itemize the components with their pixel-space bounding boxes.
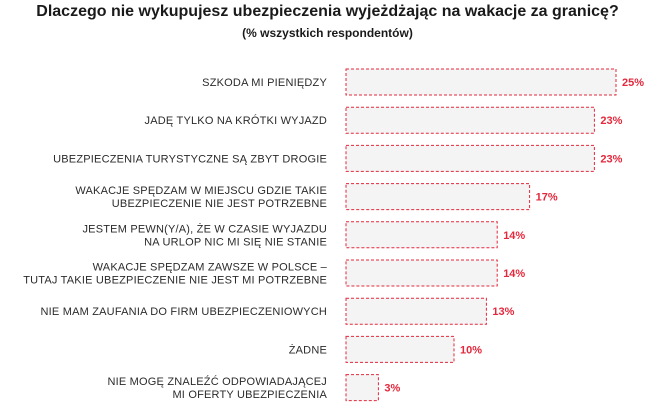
value-label: 3% [384,383,400,395]
value-label: 14% [503,230,525,242]
bar [345,144,595,172]
bar-row: JESTEM PEWN(Y/A), ŻE W CZASIE WYJAZDUNA … [82,221,525,249]
category-label: SZKODA MI PIENIĘDZY [202,77,327,89]
category-label: WAKACJE SPĘDZAM W MIEJSCU GDZIE TAKIE [75,185,327,197]
value-label: 17% [536,192,558,204]
category-label: NA URLOP NIC MI SIĘ NIE STANIE [144,236,327,248]
bar-row: WAKACJE SPĘDZAM ZAWSZE W POLSCE –TUTAJ T… [23,259,525,287]
value-label: 14% [503,268,525,280]
category-label: JADĘ TYLKO NA KRÓTKI WYJAZD [145,114,327,127]
value-label: 13% [492,306,514,318]
bar-row: SZKODA MI PIENIĘDZY 25% [202,68,644,96]
value-label: 23% [600,115,622,127]
category-label: ŻADNE [289,343,327,356]
bar-row: ŻADNE 10% [289,335,482,363]
bar [345,183,531,211]
bar-row: UBEZPIECZENIA TURYSTYCZNE SĄ ZBYT DROGIE… [53,144,623,172]
category-label: MI OFERTY UBEZPIECZENIA [172,389,327,401]
category-label: UBEZPIECZENIE NIE JEST POTRZEBNE [112,198,327,210]
chart-subtitle: (% wszystkich respondentów) [242,26,413,40]
category-label: NIE MOGĘ ZNALEŹĆ ODPOWIADAJĄCEJ [107,375,327,388]
bar [345,335,455,363]
category-label: UBEZPIECZENIA TURYSTYCZNE SĄ ZBYT DROGIE [53,153,327,165]
bar [345,259,498,287]
chart-title: Dlaczego nie wykupujesz ubezpieczenia wy… [36,3,619,20]
bar [345,68,617,96]
category-label: WAKACJE SPĘDZAM ZAWSZE W POLSCE – [93,262,328,274]
value-label: 25% [622,77,644,89]
bar [345,106,595,134]
category-label: NIE MAM ZAUFANIA DO FIRM UBEZPIECZENIOWY… [41,306,327,318]
category-label: JESTEM PEWN(Y/A), ŻE W CZASIE WYJAZDU [82,222,327,235]
bar [345,374,379,402]
value-label: 23% [600,153,622,165]
bar [345,297,487,325]
bar-row: JADĘ TYLKO NA KRÓTKI WYJAZD 23% [145,106,623,134]
category-label: TUTAJ TAKIE UBEZPIECZENIE NIE JEST MI PO… [23,275,327,287]
bar [345,221,498,249]
bar-row: NIE MAM ZAUFANIA DO FIRM UBEZPIECZENIOWY… [41,297,515,325]
value-label: 10% [460,344,482,356]
bar-row: WAKACJE SPĘDZAM W MIEJSCU GDZIE TAKIEUBE… [75,183,558,211]
